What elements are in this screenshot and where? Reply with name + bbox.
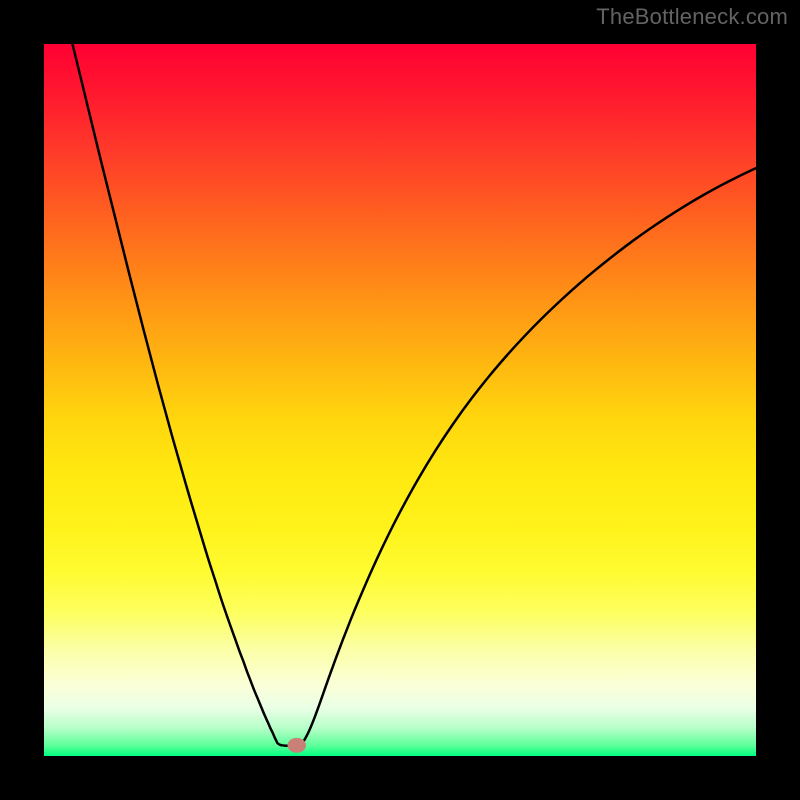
bottleneck-chart: TheBottleneck.com bbox=[0, 0, 800, 800]
optimal-point-marker bbox=[288, 738, 307, 753]
plot-background-gradient bbox=[44, 44, 756, 756]
watermark-text: TheBottleneck.com bbox=[596, 4, 788, 30]
chart-svg bbox=[0, 0, 800, 800]
